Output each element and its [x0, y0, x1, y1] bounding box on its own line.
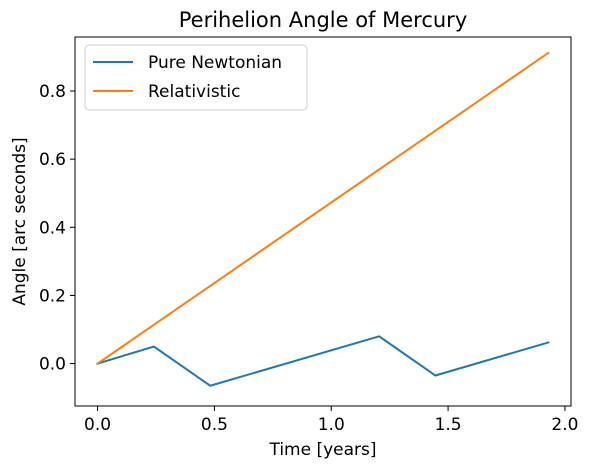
- y-tick-label: 0.6: [39, 150, 66, 170]
- plot-area-frame: [74, 36, 572, 407]
- y-axis-label: Angle [arc seconds]: [10, 137, 30, 305]
- y-tick-label: 0.8: [39, 82, 66, 102]
- series-layer: [96, 51, 550, 387]
- x-tick-label: 1.5: [435, 415, 462, 435]
- y-tick-label: 0.0: [39, 355, 66, 375]
- y-tick-label: 0.4: [39, 218, 66, 238]
- chart-title: Perihelion Angle of Mercury: [179, 8, 468, 32]
- x-axis-ticks: 0.0 0.5 1.0 1.5 2.0: [84, 406, 578, 435]
- legend-label-1: Relativistic: [148, 82, 240, 102]
- legend-items: Pure Newtonian Relativistic: [93, 53, 282, 102]
- x-tick-label: 2.0: [551, 415, 578, 435]
- legend-label-0: Pure Newtonian: [148, 53, 282, 73]
- series-line-1: [96, 51, 550, 365]
- x-axis-label: Time [years]: [268, 440, 376, 460]
- y-axis-ticks: 0.0 0.2 0.4 0.6 0.8: [39, 82, 75, 375]
- x-tick-label: 1.0: [318, 415, 345, 435]
- y-tick-label: 0.2: [39, 286, 66, 306]
- x-tick-label: 0.0: [84, 415, 111, 435]
- x-tick-label: 0.5: [201, 415, 228, 435]
- legend: Pure Newtonian Relativistic: [84, 44, 308, 111]
- legend-box: [84, 44, 308, 111]
- series-line-0: [96, 335, 550, 387]
